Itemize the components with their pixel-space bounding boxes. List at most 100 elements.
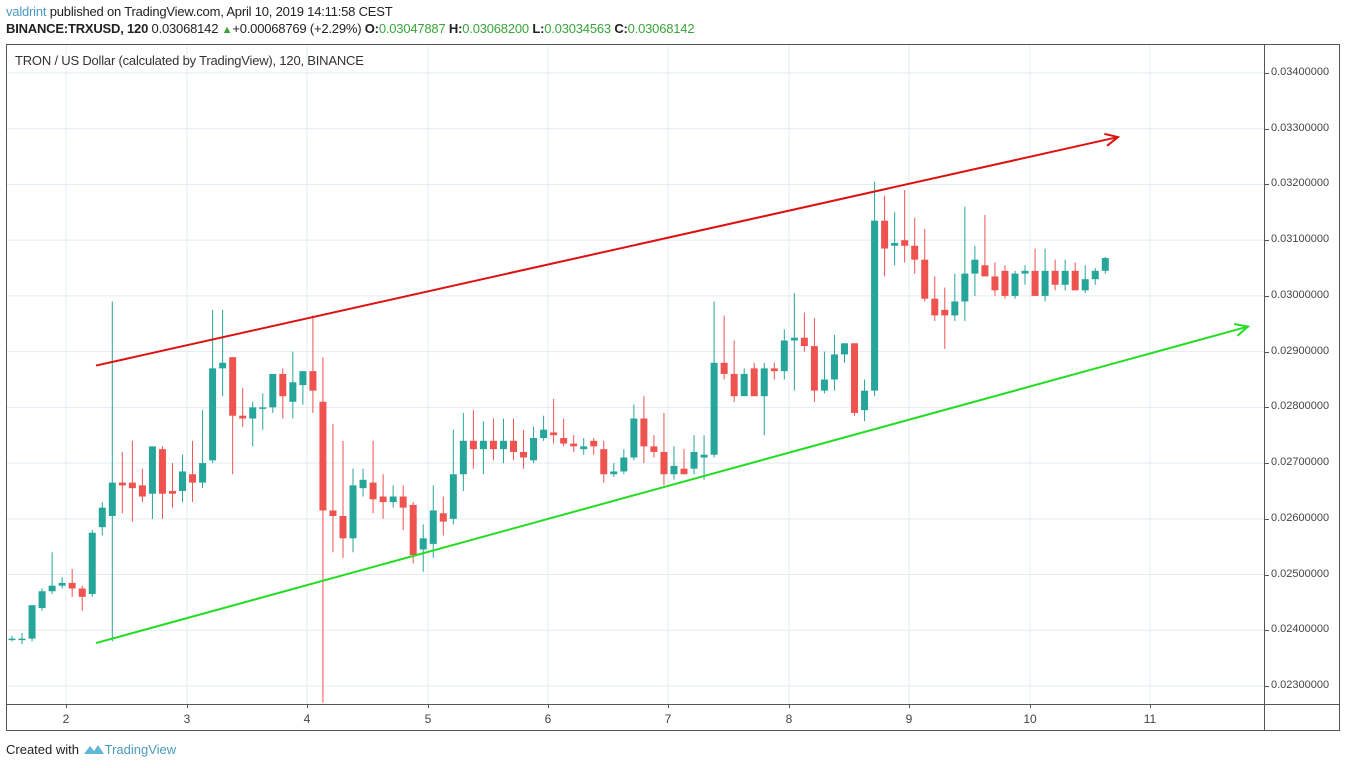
time-tick-label: 10 <box>1023 712 1037 726</box>
candle-up <box>349 468 357 553</box>
candle-down <box>991 262 999 296</box>
candle-up <box>1091 268 1099 285</box>
candle-up <box>299 371 307 405</box>
price-tick-label: 0.02400000 <box>1271 623 1330 636</box>
chart-legend: TRON / US Dollar (calculated by TradingV… <box>15 53 364 68</box>
candle-up <box>1081 265 1089 294</box>
candle-down <box>800 312 808 352</box>
candle-up <box>359 468 367 497</box>
candle-down <box>78 585 86 611</box>
candle-up <box>98 502 106 536</box>
candle-up <box>740 368 748 397</box>
price-tick-label: 0.03100000 <box>1271 233 1330 246</box>
candle-down <box>921 229 929 302</box>
price-axis-separator <box>1264 44 1265 731</box>
candle-down <box>660 412 668 486</box>
candle-up <box>760 362 768 436</box>
candle-up <box>951 273 959 321</box>
candle-down <box>189 440 197 503</box>
candle-up <box>38 588 46 611</box>
candle-down <box>339 440 347 558</box>
time-tick-mark <box>428 704 429 708</box>
candle-up <box>670 446 678 480</box>
candle-down <box>680 449 688 475</box>
candle-down <box>770 362 778 380</box>
candle-down <box>469 410 477 469</box>
time-tick-label: 4 <box>303 712 311 726</box>
candle-up <box>179 454 187 503</box>
candle-down <box>981 215 989 277</box>
publish-info: valdrint published on TradingView.com, A… <box>6 4 393 19</box>
price-tick-mark <box>1264 407 1269 409</box>
candle-down <box>931 276 939 321</box>
price-tick-mark <box>1264 184 1269 186</box>
time-tick-label: 11 <box>1143 712 1157 726</box>
candle-down <box>489 418 497 461</box>
candle-up <box>1011 270 1019 299</box>
price-tick-mark <box>1264 574 1269 576</box>
time-tick-mark <box>909 704 910 708</box>
time-tick-mark <box>307 704 308 708</box>
candle-up <box>530 426 538 464</box>
candle-down <box>510 418 517 461</box>
time-tick-label: 5 <box>424 712 432 726</box>
triangle-up-icon: ▲ <box>221 24 233 36</box>
candle-down <box>941 287 949 349</box>
candle-down <box>650 435 658 458</box>
candle-down <box>369 440 377 514</box>
candle-up <box>58 577 66 589</box>
candle-down <box>851 343 859 416</box>
time-tick-mark <box>548 704 549 708</box>
time-tick-mark <box>668 704 669 708</box>
price-tick-label: 0.02700000 <box>1271 456 1330 469</box>
candle-up <box>830 334 838 391</box>
candle-up <box>88 529 96 597</box>
candle-up <box>18 633 26 645</box>
time-tick-label: 7 <box>664 712 672 726</box>
candle-down <box>319 357 327 703</box>
high-label: H: <box>448 21 463 36</box>
candle-up <box>690 435 698 475</box>
candle-down <box>590 438 598 455</box>
candle-down <box>439 496 447 536</box>
candle-up <box>48 552 56 595</box>
candle-up <box>419 524 427 572</box>
time-tick-mark <box>1030 704 1031 708</box>
candle-up <box>499 418 507 464</box>
candle-down <box>1051 259 1059 291</box>
time-tick-label: 3 <box>183 712 191 726</box>
candle-down <box>550 399 558 444</box>
candle-down <box>379 474 387 519</box>
candle-down <box>520 429 528 469</box>
candle-up <box>891 212 899 266</box>
candle-down <box>399 485 407 530</box>
candle-up <box>710 301 718 458</box>
author-link[interactable]: valdrint <box>6 4 47 19</box>
candle-down <box>229 357 237 475</box>
candle-up <box>1021 265 1029 285</box>
time-tick-label: 6 <box>544 712 552 726</box>
candle-down <box>138 468 146 503</box>
candle-up <box>790 293 798 391</box>
candles <box>8 181 1109 703</box>
published-text: published on TradingView.com, April 10, … <box>46 4 393 19</box>
candle-up <box>961 206 969 321</box>
last-price: 0.03068142 <box>151 21 219 36</box>
candle-down <box>1071 262 1079 291</box>
candle-up <box>199 410 207 489</box>
open-value: 0.03047887 <box>378 21 446 36</box>
price-change: +0.00068769 (+2.29%) <box>232 21 362 36</box>
candle-up <box>610 463 618 478</box>
candle-down <box>720 315 728 380</box>
candle-up <box>630 404 638 461</box>
tradingview-brand-link[interactable]: TradingView <box>104 742 177 757</box>
candle-up <box>1061 259 1069 291</box>
close-label: C: <box>614 21 628 36</box>
price-tick-label: 0.03000000 <box>1271 288 1330 301</box>
arrow-head-icon <box>1104 132 1121 147</box>
candle-down <box>901 190 909 263</box>
price-tick-label: 0.02500000 <box>1271 567 1330 580</box>
candle-up <box>28 605 36 642</box>
candle-up <box>1041 248 1049 302</box>
